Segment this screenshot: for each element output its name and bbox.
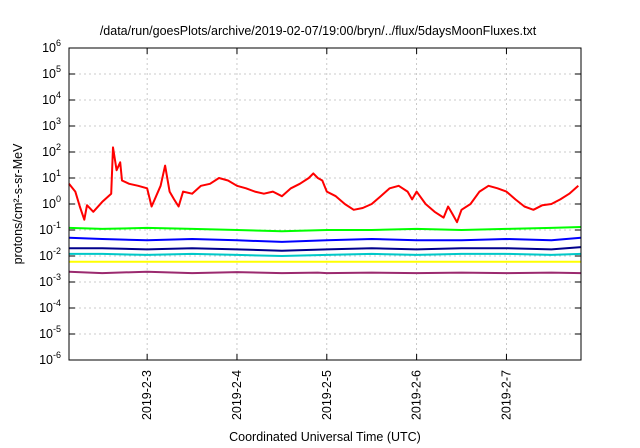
y-tick-label: 10-5 <box>39 324 61 341</box>
x-axis-label: Coordinated Universal Time (UTC) <box>229 430 421 444</box>
y-tick-label-base: 10 <box>39 301 53 315</box>
y-tick-label-base: 10 <box>42 41 56 55</box>
x-tick-label: 2019-2-4 <box>230 370 244 420</box>
y-tick-label: 101 <box>42 168 61 185</box>
y-tick-label-exponent: 4 <box>56 90 61 100</box>
y-tick-label-exponent: -5 <box>53 324 61 334</box>
chart-title: /data/run/goesPlots/archive/2019-02-07/1… <box>100 24 537 38</box>
y-tick-label: 104 <box>42 90 61 107</box>
series-line-1 <box>68 146 579 224</box>
y-tick-label-exponent: 1 <box>56 168 61 178</box>
x-axis: 2019-2-3 2019-2-4 2019-2-5 2019-2-6 2019-2-7 <box>140 48 513 420</box>
y-tick-label-base: 10 <box>39 249 53 263</box>
y-tick-label-base: 10 <box>39 327 53 341</box>
y-tick-label: 105 <box>42 64 61 81</box>
y-axis-label: protons/cm²-s-sr-MeV <box>11 143 25 265</box>
y-tick-label: 10-2 <box>39 246 61 263</box>
series-line-2 <box>68 226 582 233</box>
y-tick-label: 100 <box>42 194 61 211</box>
y-tick-label: 103 <box>42 116 61 133</box>
grid <box>69 48 581 360</box>
y-tick-label-exponent: -2 <box>53 246 61 256</box>
y-tick-label-exponent: 2 <box>56 142 61 152</box>
y-tick-label-base: 10 <box>42 119 56 133</box>
y-tick-label-base: 10 <box>39 353 53 367</box>
y-tick-label-base: 10 <box>42 171 56 185</box>
x-tick-label: 2019-2-7 <box>499 370 513 420</box>
y-tick-label-exponent: -6 <box>53 350 61 360</box>
y-tick-label-exponent: -3 <box>53 272 61 282</box>
y-axis: 10-610-510-410-310-210-11001011021031041… <box>39 38 581 367</box>
series-layer <box>68 146 582 275</box>
y-tick-label: 10-6 <box>39 350 61 367</box>
series-line-5 <box>69 252 582 257</box>
y-tick-label-exponent: -4 <box>53 298 61 308</box>
y-tick-label-base: 10 <box>39 275 53 289</box>
y-tick-label-exponent: 0 <box>56 194 61 204</box>
y-tick-label-base: 10 <box>42 93 56 107</box>
y-tick-label-exponent: -1 <box>53 220 61 230</box>
y-tick-label-exponent: 3 <box>56 116 61 126</box>
y-tick-label-exponent: 5 <box>56 64 61 74</box>
x-tick-label: 2019-2-3 <box>140 370 154 420</box>
y-tick-label-base: 10 <box>42 197 56 211</box>
y-tick-label-base: 10 <box>42 145 56 159</box>
series-line-3 <box>68 236 582 243</box>
y-tick-label-base: 10 <box>42 67 56 81</box>
series-line-7 <box>68 270 582 275</box>
x-tick-label: 2019-2-5 <box>320 370 334 420</box>
y-tick-label: 10-4 <box>39 298 61 315</box>
x-tick-label: 2019-2-6 <box>410 370 424 420</box>
y-tick-label-base: 10 <box>39 223 53 237</box>
y-tick-label: 10-1 <box>39 220 61 237</box>
y-tick-label: 102 <box>42 142 61 159</box>
y-tick-label: 10-3 <box>39 272 61 289</box>
y-tick-label-exponent: 6 <box>56 38 61 48</box>
series-line-4 <box>69 246 582 252</box>
y-tick-label: 106 <box>42 38 61 55</box>
